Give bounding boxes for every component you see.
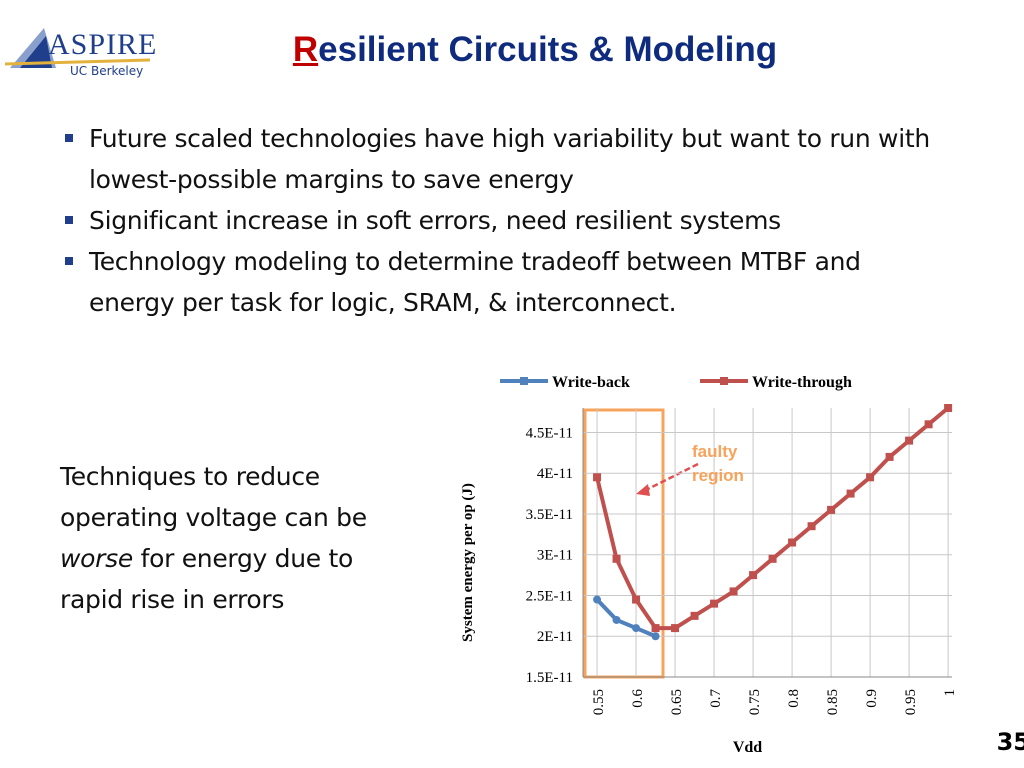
annotation-arrowhead (636, 484, 650, 496)
series-line (595, 598, 657, 639)
x-tick-label: 0.55 (591, 689, 607, 715)
bullet-list: Future scaled technologies have high var… (60, 118, 930, 323)
y-tick-label: 4.5E-11 (526, 425, 573, 441)
point (671, 624, 680, 633)
title-initial: R (292, 30, 319, 69)
point (651, 624, 660, 633)
y-tick-label: 2E-11 (537, 629, 573, 645)
x-axis-title: Vdd (733, 739, 762, 756)
y-tick-label: 3E-11 (537, 548, 573, 564)
side-text-before: Techniques to reduce operating voltage c… (60, 462, 367, 532)
point (632, 595, 641, 604)
x-tick-label: 0.75 (747, 689, 763, 715)
logo-subtitle: UC Berkeley (70, 64, 144, 78)
logo-mark (4, 28, 151, 68)
point (690, 611, 699, 620)
legend-marker (720, 377, 728, 385)
point (924, 420, 933, 429)
point (749, 571, 758, 580)
legend-label: Write-back (552, 374, 630, 391)
point (866, 473, 875, 482)
bullet: Significant increase in soft errors, nee… (60, 200, 930, 241)
point (651, 632, 660, 641)
annotation-arrow (641, 462, 699, 494)
side-text-after: for energy due to rapid rise in errors (60, 544, 354, 614)
chart-annotation: faulty region (692, 442, 744, 485)
point (710, 599, 719, 608)
point (768, 554, 777, 563)
point (944, 404, 953, 412)
legend-marker (520, 377, 528, 385)
x-tick-label: 0.8 (786, 689, 802, 708)
y-tick-label: 3.5E-11 (526, 507, 573, 523)
page-number: 35 (996, 728, 1024, 756)
point (612, 615, 621, 624)
x-tick-label: 0.85 (825, 689, 841, 715)
point (593, 473, 602, 482)
point (632, 624, 641, 633)
y-tick-label: 1.5E-11 (526, 670, 573, 686)
x-tick-label: 0.7 (708, 689, 724, 708)
bullet: Future scaled technologies have high var… (60, 118, 930, 200)
title-rest: esilient Circuits & Modeling (318, 30, 778, 69)
x-tick-label: 0.95 (903, 689, 919, 715)
point (729, 587, 738, 596)
x-tick-label: 1 (942, 689, 958, 697)
x-tick-label: 0.9 (864, 689, 880, 708)
bullet: Technology modeling to determine tradeof… (60, 241, 930, 323)
x-tick-label: 0.65 (669, 689, 685, 715)
slide-title: Resilient Circuits & Modeling (0, 30, 1024, 70)
point (593, 595, 602, 604)
logo-name: ASPIRE (48, 28, 158, 61)
point (885, 452, 894, 461)
legend-label: Write-through (752, 374, 852, 391)
y-tick-label: 2.5E-11 (526, 588, 573, 604)
point (807, 522, 816, 531)
point (788, 538, 797, 547)
y-tick-label: 4E-11 (537, 466, 573, 482)
side-text-emphasis: worse (60, 544, 133, 573)
point (905, 436, 914, 445)
x-tick-label: 0.6 (630, 689, 646, 708)
point (827, 505, 836, 514)
point (612, 554, 621, 563)
side-text: Techniques to reduce operating voltage c… (60, 456, 420, 620)
y-axis-title: System energy per op (J) (460, 483, 476, 642)
point (846, 489, 855, 498)
